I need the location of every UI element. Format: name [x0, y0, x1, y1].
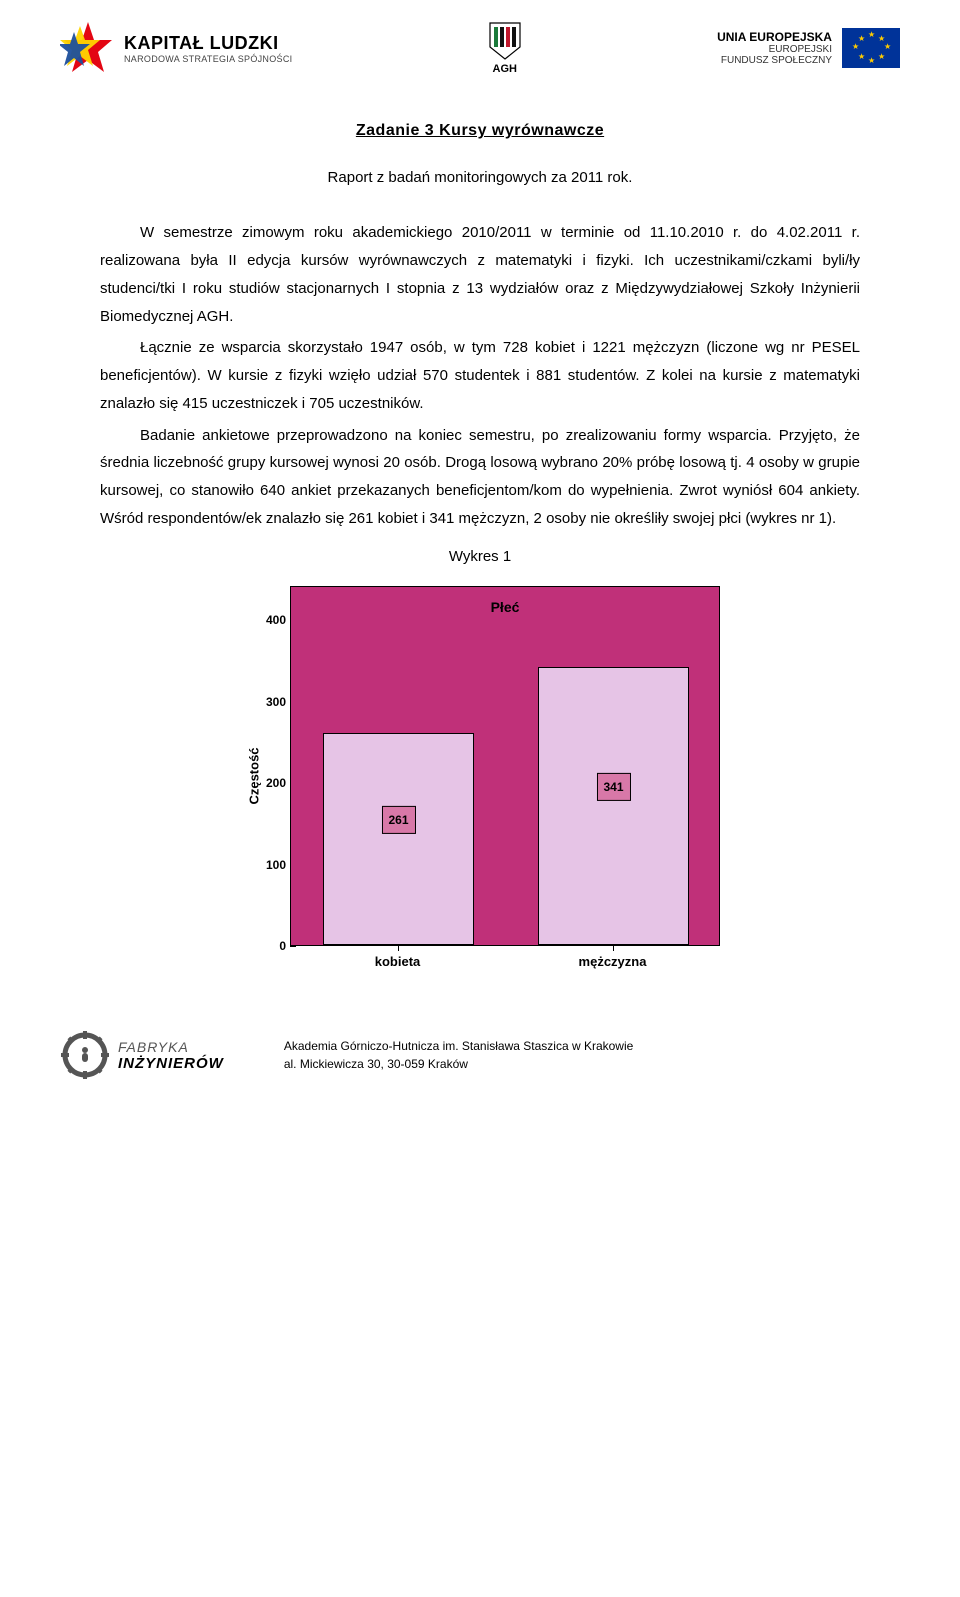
fabryka-line1: FABRYKA: [118, 1039, 224, 1055]
chart-y-tick-label: 300: [266, 691, 286, 713]
chart-x-tick-label: kobieta: [290, 950, 505, 974]
chart-caption: Wykres 1: [100, 543, 860, 571]
chart-bar: [323, 733, 474, 946]
document-title: Zadanie 3 Kursy wyrównawcze: [100, 116, 860, 146]
document-body: Zadanie 3 Kursy wyrównawcze Raport z bad…: [0, 86, 960, 1020]
chart-bar-value-label: 261: [381, 806, 415, 834]
chart-y-tick-label: 0: [279, 935, 286, 957]
eu-sub1: EUROPEJSKI: [769, 44, 832, 55]
eu-title: UNIA EUROPEJSKA: [717, 30, 832, 44]
chart-title: Płeć: [291, 595, 719, 621]
footer-address-line2: al. Mickiewicza 30, 30-059 Kraków: [284, 1055, 633, 1073]
kapital-subtitle: NARODOWA STRATEGIA SPÓJNOŚCI: [124, 54, 292, 64]
footer-address: Akademia Górniczo-Hutnicza im. Stanisław…: [284, 1037, 633, 1073]
chart-bar: [538, 667, 689, 945]
kapital-star-icon: [60, 20, 116, 76]
paragraph-3: Badanie ankietowe przeprowadzono na koni…: [100, 422, 860, 533]
page-header: KAPITAŁ LUDZKI NARODOWA STRATEGIA SPÓJNO…: [0, 0, 960, 86]
footer-address-line1: Akademia Górniczo-Hutnicza im. Stanisław…: [284, 1037, 633, 1055]
fabryka-gear-icon: [60, 1030, 110, 1080]
kapital-ludzki-logo: KAPITAŁ LUDZKI NARODOWA STRATEGIA SPÓJNO…: [60, 20, 292, 76]
paragraph-1: W semestrze zimowym roku akademickiego 2…: [100, 219, 860, 330]
kapital-title: KAPITAŁ LUDZKI: [124, 33, 292, 54]
eu-sub2: FUNDUSZ SPOŁECZNY: [721, 55, 832, 66]
agh-logo: AGH: [488, 21, 522, 75]
chart-plot-area: Płeć 261 341: [290, 586, 720, 946]
chart-bar-value-label: 341: [596, 773, 630, 801]
fabryka-logo: FABRYKA INŻYNIERÓW: [60, 1030, 224, 1080]
eu-flag-icon: ★ ★ ★ ★ ★ ★ ★ ★: [842, 28, 900, 68]
page-footer: FABRYKA INŻYNIERÓW Akademia Górniczo-Hut…: [0, 1020, 960, 1110]
chart-x-labels: kobietamężczyzna: [290, 950, 720, 974]
fabryka-line2: INŻYNIERÓW: [118, 1055, 224, 1072]
chart-container: Częstość 0100200300400 Płeć 261341 kobie…: [100, 576, 860, 976]
agh-label: AGH: [493, 63, 517, 75]
agh-shield-icon: [488, 21, 522, 61]
chart-y-ticks: 0100200300400: [260, 586, 290, 946]
document-subtitle: Raport z badań monitoringowych za 2011 r…: [100, 164, 860, 192]
chart-y-tick-label: 400: [266, 609, 286, 631]
paragraph-2: Łącznie ze wsparcia skorzystało 1947 osó…: [100, 334, 860, 417]
chart-y-tick-label: 100: [266, 854, 286, 876]
chart-x-tick-label: mężczyzna: [505, 950, 720, 974]
eu-logo: UNIA EUROPEJSKA EUROPEJSKI FUNDUSZ SPOŁE…: [717, 28, 900, 68]
chart-y-tick-label: 200: [266, 772, 286, 794]
